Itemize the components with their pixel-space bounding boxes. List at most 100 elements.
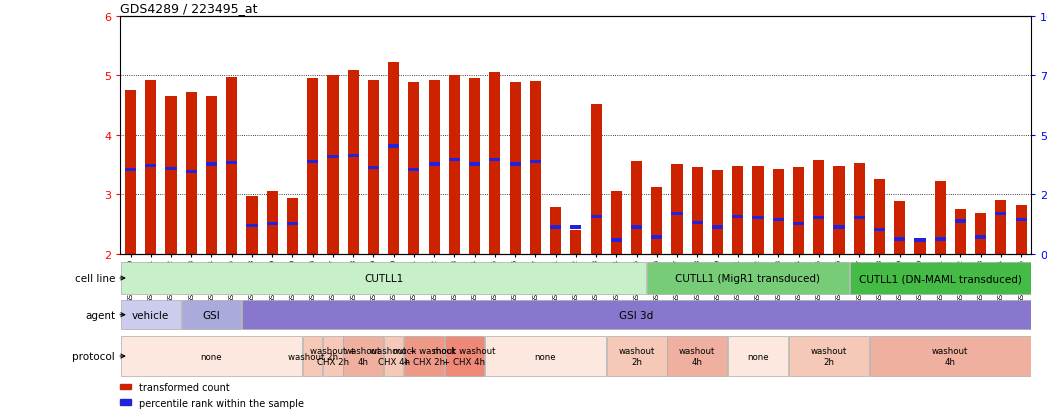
Bar (120, 263, 646, 294)
Bar (610, 239, 622, 242)
Bar (874, 228, 885, 231)
Text: washout +
CHX 2h: washout + CHX 2h (310, 347, 356, 366)
Bar (530, 82, 541, 254)
Text: GDS4289 / 223495_at: GDS4289 / 223495_at (120, 2, 258, 15)
Bar (146, 165, 156, 168)
Bar (120, 336, 303, 376)
Bar (996, 201, 1006, 254)
Bar (287, 222, 298, 225)
Bar (408, 169, 420, 172)
Bar (343, 336, 383, 376)
Bar (975, 214, 986, 254)
Bar (647, 263, 849, 294)
Bar (591, 104, 602, 254)
Bar (874, 180, 885, 254)
Bar (267, 192, 277, 254)
Bar (753, 216, 763, 220)
Bar (367, 81, 379, 254)
Bar (489, 159, 500, 162)
Bar (428, 81, 440, 254)
Bar (165, 168, 177, 171)
Bar (753, 166, 763, 254)
Bar (242, 301, 1031, 329)
Bar (955, 209, 966, 254)
Bar (226, 78, 238, 254)
Bar (793, 168, 804, 254)
Bar (732, 166, 743, 254)
Bar (814, 216, 824, 220)
Bar (894, 237, 906, 241)
Bar (788, 336, 869, 376)
Bar (833, 226, 845, 229)
Bar (550, 208, 561, 254)
Bar (667, 336, 728, 376)
Bar (530, 161, 541, 164)
Bar (671, 212, 683, 216)
Bar (185, 93, 197, 254)
Bar (935, 237, 945, 241)
Bar (773, 170, 784, 254)
Bar (324, 336, 342, 376)
Bar (606, 336, 667, 376)
Bar (367, 166, 379, 170)
Bar (469, 163, 481, 166)
Bar (307, 79, 318, 254)
Bar (996, 212, 1006, 216)
Bar (671, 165, 683, 254)
Text: cell line: cell line (74, 273, 115, 283)
Bar (849, 263, 1031, 294)
Bar (975, 236, 986, 239)
Bar (226, 161, 238, 165)
Text: GSI: GSI (203, 310, 220, 320)
Text: none: none (535, 352, 556, 361)
Bar (773, 218, 784, 221)
Bar (287, 199, 298, 254)
Text: mock washout
+ CHX 2h: mock washout + CHX 2h (393, 347, 455, 366)
Bar (384, 336, 403, 376)
Bar (181, 301, 242, 329)
Bar (955, 220, 966, 223)
Bar (120, 301, 181, 329)
Text: washout
4h: washout 4h (932, 347, 968, 366)
Bar (692, 221, 703, 224)
Bar (388, 145, 399, 148)
Bar (894, 202, 906, 254)
Text: none: none (748, 352, 768, 361)
Text: transformed count: transformed count (139, 382, 230, 392)
Text: washout 2h: washout 2h (288, 352, 338, 361)
Bar (328, 156, 338, 159)
Bar (125, 169, 136, 172)
Bar (914, 239, 926, 254)
Bar (246, 224, 258, 227)
Bar (793, 222, 804, 225)
Text: CUTLL1 (DN-MAML transduced): CUTLL1 (DN-MAML transduced) (859, 273, 1022, 283)
Text: mock washout
+ CHX 4h: mock washout + CHX 4h (433, 347, 496, 366)
Bar (651, 236, 663, 239)
Bar (445, 336, 485, 376)
Bar (267, 222, 277, 225)
Bar (388, 63, 399, 254)
Bar (1016, 205, 1027, 254)
Text: GSI 3d: GSI 3d (620, 310, 653, 320)
Text: washout
4h: washout 4h (680, 347, 715, 366)
Bar (610, 192, 622, 254)
Bar (1016, 218, 1027, 221)
Bar (935, 182, 945, 254)
Bar (348, 154, 359, 158)
Bar (408, 83, 420, 254)
Bar (489, 73, 500, 254)
Bar (651, 188, 663, 254)
Bar (732, 215, 743, 218)
Text: protocol: protocol (72, 351, 115, 361)
Bar (870, 336, 1031, 376)
Bar (853, 216, 865, 220)
Bar (712, 226, 723, 229)
Text: washout +
CHX 4h: washout + CHX 4h (371, 347, 417, 366)
Bar (631, 226, 642, 229)
Bar (206, 163, 217, 166)
Bar (469, 79, 481, 254)
Text: washout
4h: washout 4h (346, 347, 381, 366)
Bar (814, 160, 824, 254)
Bar (571, 226, 581, 229)
Bar (510, 83, 520, 254)
